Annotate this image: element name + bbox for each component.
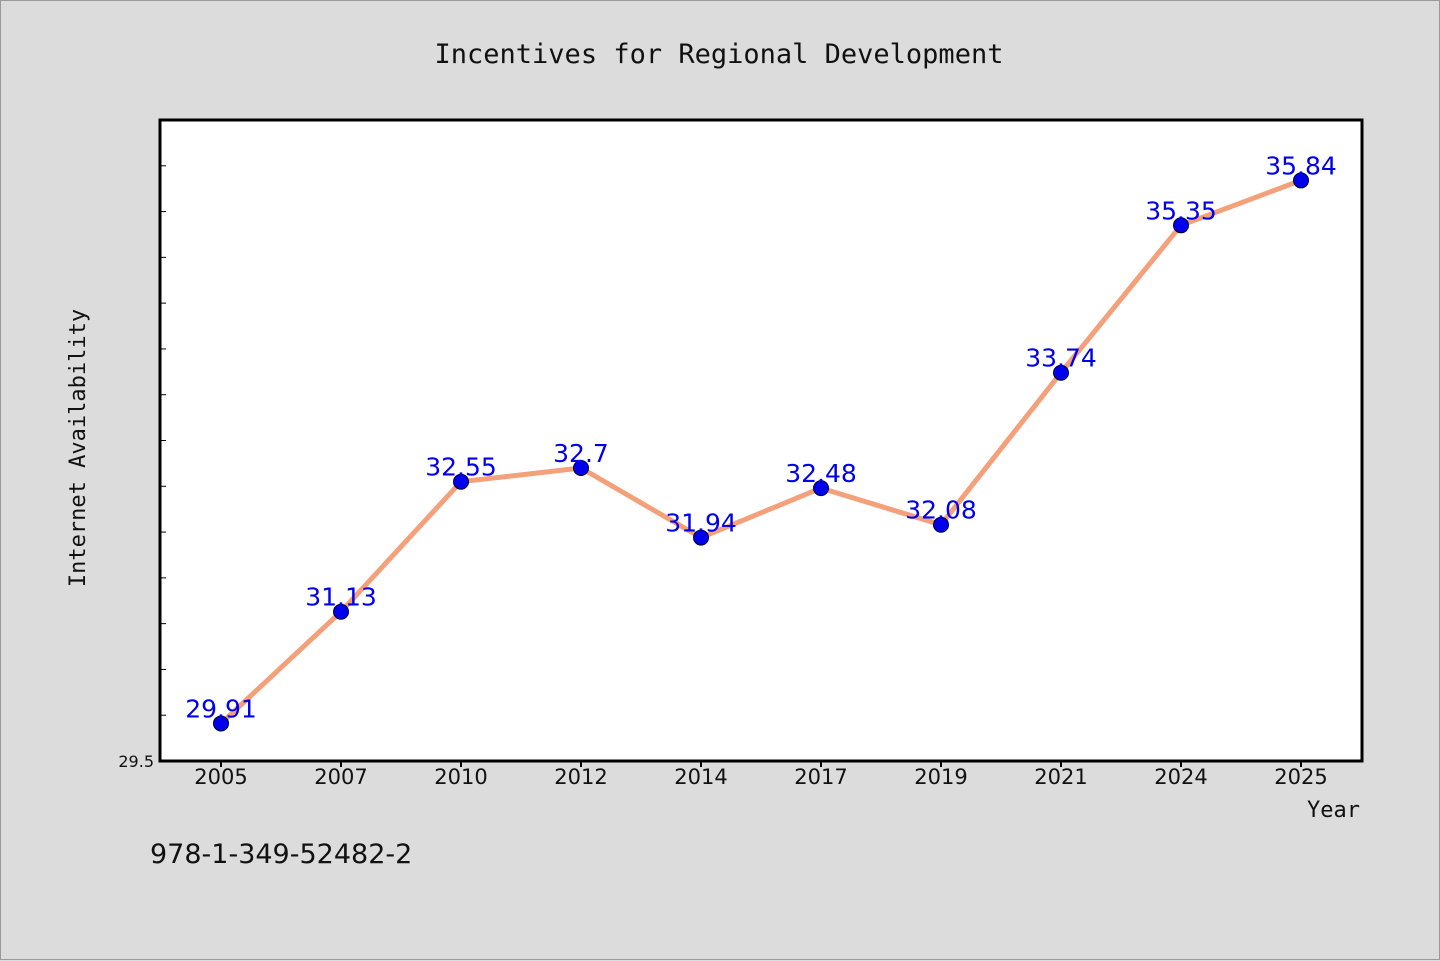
isbn-text: 978-1-349-52482-2 — [150, 839, 412, 870]
data-label: 32.55 — [425, 453, 497, 482]
data-label: 35.84 — [1265, 151, 1337, 180]
plot-area — [158, 118, 1364, 763]
data-point — [333, 603, 349, 620]
data-label: 31.13 — [305, 583, 377, 612]
x-tick-label: 2025 — [1274, 765, 1327, 789]
data-labels: 29.91 31.13 32.55 32.7 31.94 32.48 32.08 33.74 3… — [185, 151, 1337, 723]
x-axis-tick-labels: 2005 2007 2010 2012 2014 2017 2019 2021 2024 2025 — [194, 765, 1327, 789]
data-label: 32.7 — [553, 439, 609, 468]
data-point — [213, 715, 229, 732]
data-label: 33.74 — [1025, 344, 1097, 373]
data-point — [1053, 364, 1069, 381]
x-tick-label: 2021 — [1034, 765, 1087, 789]
x-axis-ticks — [220, 761, 1302, 767]
y-tick-label: 29.5 — [118, 752, 154, 771]
data-point-markers — [213, 172, 1309, 732]
x-tick-label: 2007 — [314, 765, 367, 789]
data-label: 32.08 — [905, 496, 977, 525]
data-point — [1173, 217, 1189, 234]
data-point — [453, 473, 469, 490]
x-tick-label: 2014 — [674, 765, 727, 789]
x-tick-label: 2024 — [1154, 765, 1207, 789]
x-tick-label: 2005 — [194, 765, 247, 789]
data-point — [693, 529, 709, 546]
data-point — [573, 459, 589, 476]
data-label: 29.91 — [185, 694, 257, 723]
chart-title: Incentives for Regional Development — [435, 39, 1004, 70]
y-axis-title: Internet Availability — [66, 309, 91, 587]
x-axis-title: Year — [1307, 798, 1360, 823]
data-label: 32.48 — [785, 459, 857, 488]
x-tick-label: 2017 — [794, 765, 847, 789]
series-line — [218, 177, 1304, 726]
x-tick-label: 2012 — [554, 765, 607, 789]
data-point — [1293, 172, 1309, 189]
x-tick-label: 2019 — [914, 765, 967, 789]
data-point — [813, 480, 829, 497]
x-tick-label: 2010 — [434, 765, 487, 789]
data-label: 35.35 — [1145, 196, 1217, 225]
y-axis-ticks — [160, 119, 166, 762]
data-label: 31.94 — [665, 509, 737, 538]
data-point — [933, 516, 949, 533]
